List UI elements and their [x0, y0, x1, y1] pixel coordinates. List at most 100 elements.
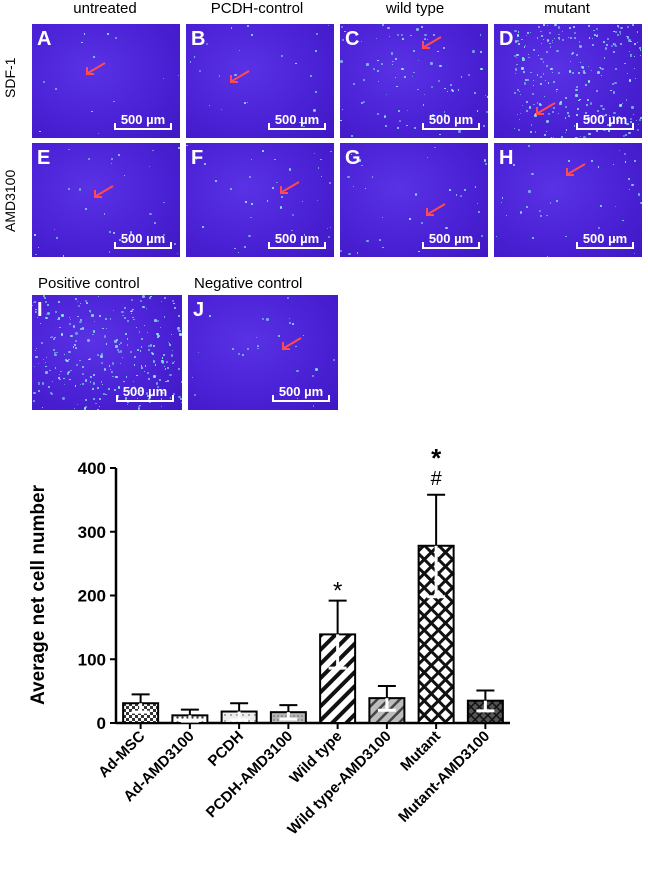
cell-dot [618, 31, 621, 34]
cell-dot [88, 310, 91, 313]
cell-dot [634, 77, 637, 80]
cell-dot [382, 24, 384, 26]
cell-dot [78, 188, 82, 191]
cell-dot [630, 40, 633, 43]
cell-dot [48, 386, 50, 389]
cell-dot [529, 131, 532, 133]
cell-dot [517, 40, 519, 42]
cell-dot [618, 149, 621, 152]
cell-dot [528, 190, 531, 193]
cell-dot [553, 37, 556, 39]
cell-dot [68, 187, 70, 190]
cell-dot [116, 349, 119, 351]
cell-dot [596, 90, 598, 92]
cell-dot [616, 33, 620, 36]
cell-dot [546, 120, 549, 123]
cell-dot [418, 59, 420, 62]
cell-dot [110, 158, 114, 161]
col-label-wild-type: wild type [385, 0, 445, 17]
micrograph-panel-j: J 500 µm [188, 295, 338, 410]
cell-dot [544, 133, 547, 136]
cell-dot [612, 115, 615, 119]
cell-dot [500, 201, 502, 203]
cell-dot [477, 202, 479, 205]
cell-dot [39, 312, 42, 315]
cell-dot [316, 199, 318, 201]
cell-dot [613, 112, 616, 115]
cell-dot [550, 67, 553, 71]
cell-dot [154, 222, 156, 225]
cell-dot [296, 369, 299, 373]
cell-dot [521, 59, 523, 61]
cell-dot [604, 57, 606, 59]
cell-dot [521, 38, 523, 40]
cell-dot [137, 408, 140, 410]
cell-dot [560, 100, 563, 103]
cell-dot [595, 28, 599, 31]
cell-dot [138, 405, 141, 408]
cell-dot [110, 370, 114, 373]
cell-dot [544, 80, 546, 82]
row-label-amd3100: AMD3100 [2, 169, 18, 232]
cell-dot [117, 386, 121, 389]
cell-dot [140, 300, 142, 303]
cell-dot [526, 101, 528, 103]
cell-dot [251, 34, 254, 37]
cell-dot [317, 167, 320, 170]
red-arrow-icon [282, 337, 302, 350]
cell-dot [33, 391, 36, 395]
cell-dot [474, 92, 476, 94]
cell-dot [302, 334, 305, 337]
cell-dot [519, 112, 522, 115]
cell-dot [103, 392, 105, 395]
cell-dot [87, 339, 90, 342]
cell-dot [561, 135, 564, 138]
cell-dot [594, 34, 597, 37]
cell-dot [571, 71, 574, 74]
cell-dot [564, 106, 567, 109]
cell-dot [613, 43, 617, 46]
cell-dot [34, 349, 36, 351]
cell-dot [118, 238, 121, 241]
cell-dot [412, 76, 414, 78]
cell-dot [569, 27, 571, 30]
cell-dot [37, 381, 41, 385]
cell-dot [381, 216, 384, 218]
cell-dot [596, 34, 598, 36]
cell-dot [177, 74, 180, 77]
cell-dot [636, 31, 639, 33]
cell-dot [376, 37, 378, 39]
cell-dot [539, 82, 543, 85]
cell-dot [327, 24, 329, 27]
cell-dot [442, 46, 445, 50]
cell-dot [597, 71, 600, 74]
cell-dot [525, 34, 528, 37]
cell-dot [575, 136, 578, 138]
cell-dot [99, 315, 102, 318]
cell-dot [136, 397, 138, 400]
cell-dot [108, 365, 111, 367]
cell-dot [612, 51, 616, 54]
cell-dot [444, 87, 446, 90]
cell-dot [93, 397, 96, 400]
cell-dot [402, 37, 405, 40]
cell-dot [516, 34, 520, 37]
cell-dot [599, 67, 602, 70]
cell-dot [514, 68, 518, 71]
cell-dot [476, 109, 479, 112]
cell-dot [138, 331, 141, 333]
cell-dot [532, 236, 535, 239]
cell-dot [628, 189, 630, 191]
cell-dot [159, 326, 161, 328]
cell-dot [68, 350, 71, 353]
cell-dot [587, 98, 590, 101]
cell-dot [447, 121, 450, 123]
cell-dot [610, 45, 613, 48]
cell-dot [63, 353, 65, 355]
cell-dot [534, 131, 537, 133]
cell-dot [381, 63, 384, 66]
cell-dot [578, 99, 580, 101]
cell-dot [591, 44, 594, 47]
cell-dot [626, 72, 629, 74]
cell-dot [114, 37, 117, 39]
